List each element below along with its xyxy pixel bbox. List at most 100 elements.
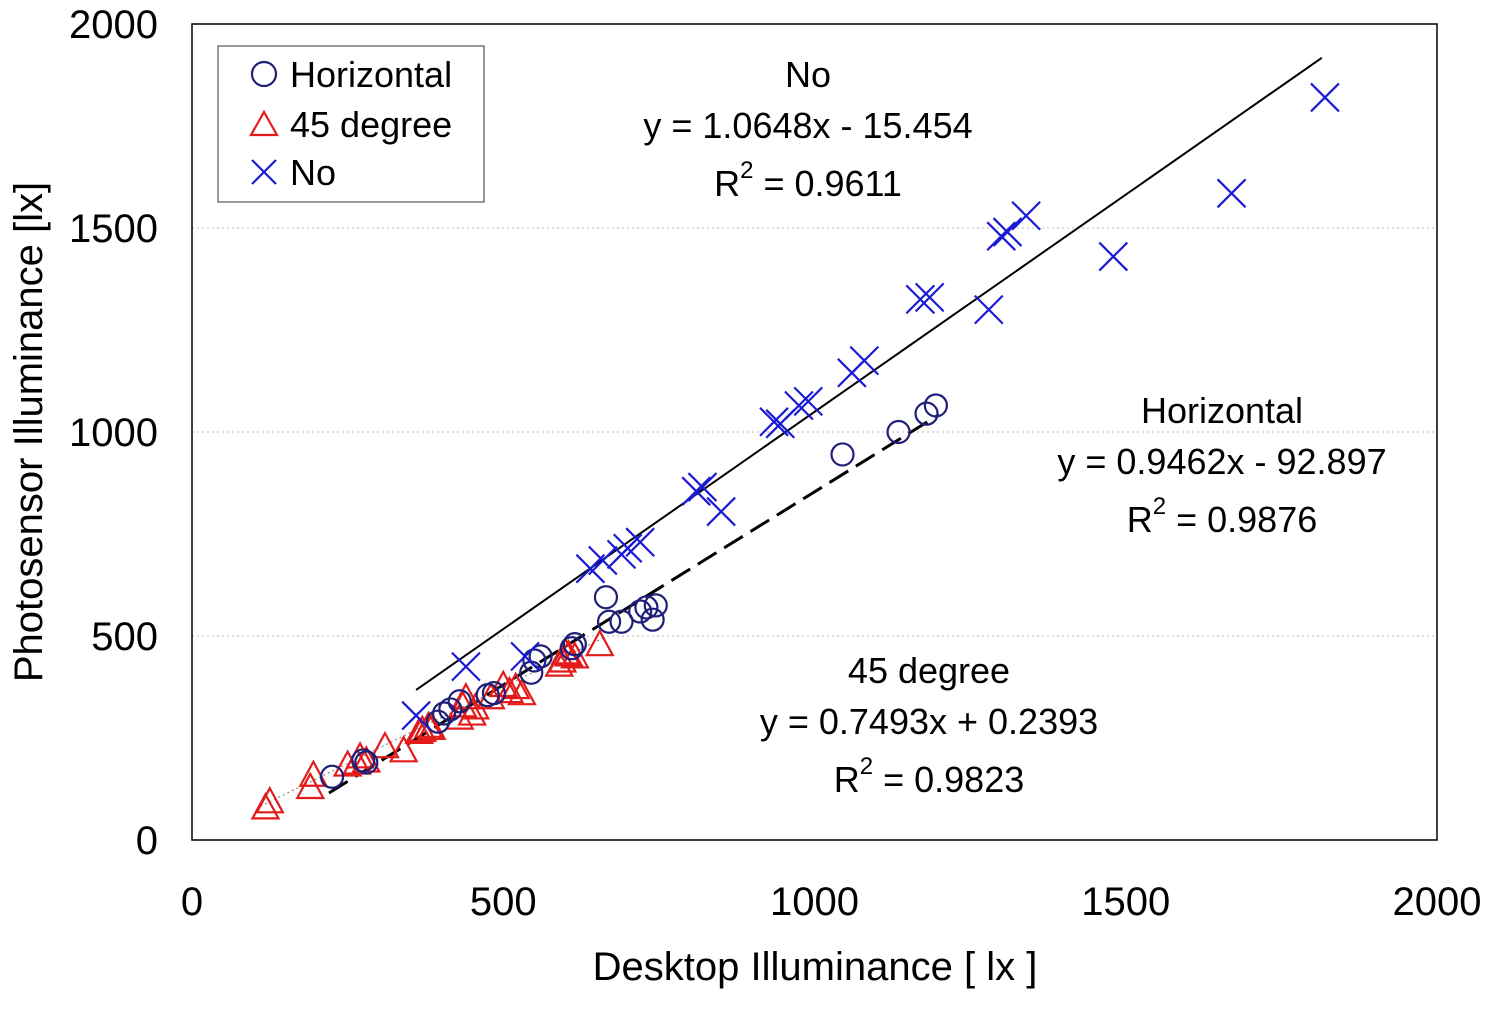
- point-horizontal: [319, 764, 345, 789]
- legend-label-no: No: [290, 152, 336, 193]
- legend-item-45-degree: 45 degree: [249, 104, 452, 145]
- point-45-degree: [413, 710, 444, 738]
- point-horizontal: [634, 595, 659, 620]
- point-no: [1011, 200, 1041, 231]
- point-45-degree: [416, 712, 447, 740]
- legend-item-no: No: [251, 152, 336, 193]
- point-no: [575, 553, 606, 584]
- point-horizontal: [886, 419, 911, 445]
- point-horizontal: [528, 644, 553, 669]
- point-no: [706, 496, 736, 527]
- point-45-degree: [500, 671, 531, 700]
- point-horizontal: [923, 393, 948, 418]
- annotation-horizontal-title: Horizontal: [1141, 390, 1303, 431]
- y-axis-title: Photosensor Illuminance [lx]: [7, 182, 51, 682]
- point-no: [914, 282, 945, 313]
- annotation-45-degree: 45 degree y = 0.7493x + 0.2393 R2 = 0.98…: [760, 650, 1098, 800]
- annotation-no-r2: R2 = 0.9611: [714, 157, 902, 204]
- legend-label-horizontal: Horizontal: [290, 54, 452, 95]
- y-tick-label: 1000: [69, 411, 158, 455]
- triangle-marker-icon: [249, 109, 279, 137]
- point-horizontal: [351, 748, 376, 773]
- point-horizontal: [640, 607, 665, 632]
- point-horizontal: [522, 648, 547, 673]
- point-horizontal: [596, 609, 622, 634]
- annotation-no-title: No: [785, 54, 831, 95]
- annotation-no: No y = 1.0648x - 15.454 R2 = 0.9611: [643, 54, 972, 204]
- point-45-degree: [584, 628, 615, 657]
- point-horizontal: [628, 599, 653, 624]
- point-45-degree: [451, 681, 481, 710]
- data-markers: [250, 82, 1340, 820]
- point-no: [1216, 178, 1247, 209]
- point-horizontal: [562, 632, 587, 657]
- point-horizontal: [559, 636, 584, 661]
- point-no: [681, 476, 712, 506]
- point-45-degree: [550, 637, 581, 665]
- point-no: [849, 345, 880, 376]
- annotation-horizontal: Horizontal y = 0.9462x - 92.897 R2 = 0.9…: [1057, 390, 1386, 540]
- point-no: [625, 527, 655, 557]
- point-no: [974, 294, 1004, 325]
- plot-area: [191, 23, 1438, 841]
- point-horizontal: [830, 442, 855, 467]
- annotation-45-degree-equation: y = 0.7493x + 0.2393: [760, 701, 1098, 742]
- point-horizontal: [447, 689, 472, 714]
- point-horizontal: [914, 401, 939, 426]
- y-tick-label: 2000: [69, 3, 158, 47]
- point-no: [784, 390, 814, 421]
- point-no: [588, 545, 618, 576]
- point-horizontal: [425, 709, 450, 734]
- annotation-45-degree-title: 45 degree: [848, 650, 1010, 691]
- point-horizontal: [481, 681, 507, 706]
- point-45-degree: [507, 677, 537, 706]
- y-tick-label: 1500: [69, 207, 158, 251]
- x-tick-label: 500: [470, 880, 537, 924]
- annotation-horizontal-equation: y = 0.9462x - 92.897: [1057, 441, 1386, 482]
- point-no: [401, 700, 431, 731]
- cross-marker-icon: [251, 159, 277, 185]
- x-tick-label: 1000: [770, 880, 859, 924]
- point-45-degree: [370, 730, 400, 759]
- circle-marker-icon: [250, 60, 278, 88]
- y-tick-label: 500: [91, 615, 158, 659]
- point-45-degree: [404, 716, 435, 745]
- gridlines: [192, 227, 1437, 637]
- x-axis-title: Desktop Illuminance [ lx ]: [593, 945, 1038, 989]
- point-no: [510, 641, 540, 672]
- point-horizontal: [432, 701, 457, 726]
- annotation-no-equation: y = 1.0648x - 15.454: [643, 105, 972, 146]
- y-tick-label: 0: [136, 819, 158, 863]
- legend-label-45-degree: 45 degree: [290, 104, 452, 145]
- point-horizontal: [354, 750, 379, 775]
- point-no: [687, 472, 718, 502]
- point-no: [986, 221, 1017, 251]
- x-tick-label: 2000: [1393, 880, 1482, 924]
- annotation-horizontal-r2: R2 = 0.9876: [1127, 493, 1318, 540]
- point-no: [992, 217, 1023, 247]
- x-tick-label: 1500: [1081, 880, 1170, 924]
- point-45-degree: [332, 749, 363, 777]
- trendline-no: [415, 56, 1323, 691]
- legend-item-horizontal: Horizontal: [250, 54, 452, 95]
- point-no: [759, 407, 789, 437]
- point-45-degree: [388, 734, 419, 763]
- point-no: [905, 284, 936, 315]
- axis-tick-labels: 0 500 1000 1500 2000 0 500 1000 1500 2000: [69, 3, 1481, 924]
- point-horizontal: [593, 585, 619, 610]
- point-no: [1098, 241, 1129, 272]
- point-horizontal: [643, 593, 668, 618]
- point-no: [451, 651, 481, 682]
- point-no: [793, 386, 824, 417]
- point-45-degree: [298, 759, 329, 787]
- trendline-45-degree: [260, 637, 604, 807]
- point-horizontal: [609, 609, 634, 634]
- legend: Horizontal 45 degree No: [217, 45, 485, 203]
- point-horizontal: [438, 697, 463, 722]
- x-tick-label: 0: [181, 880, 203, 924]
- legend-box: [217, 45, 485, 203]
- point-45-degree: [254, 785, 285, 814]
- point-no: [1310, 82, 1340, 113]
- annotation-45-degree-r2: R2 = 0.9823: [834, 753, 1025, 800]
